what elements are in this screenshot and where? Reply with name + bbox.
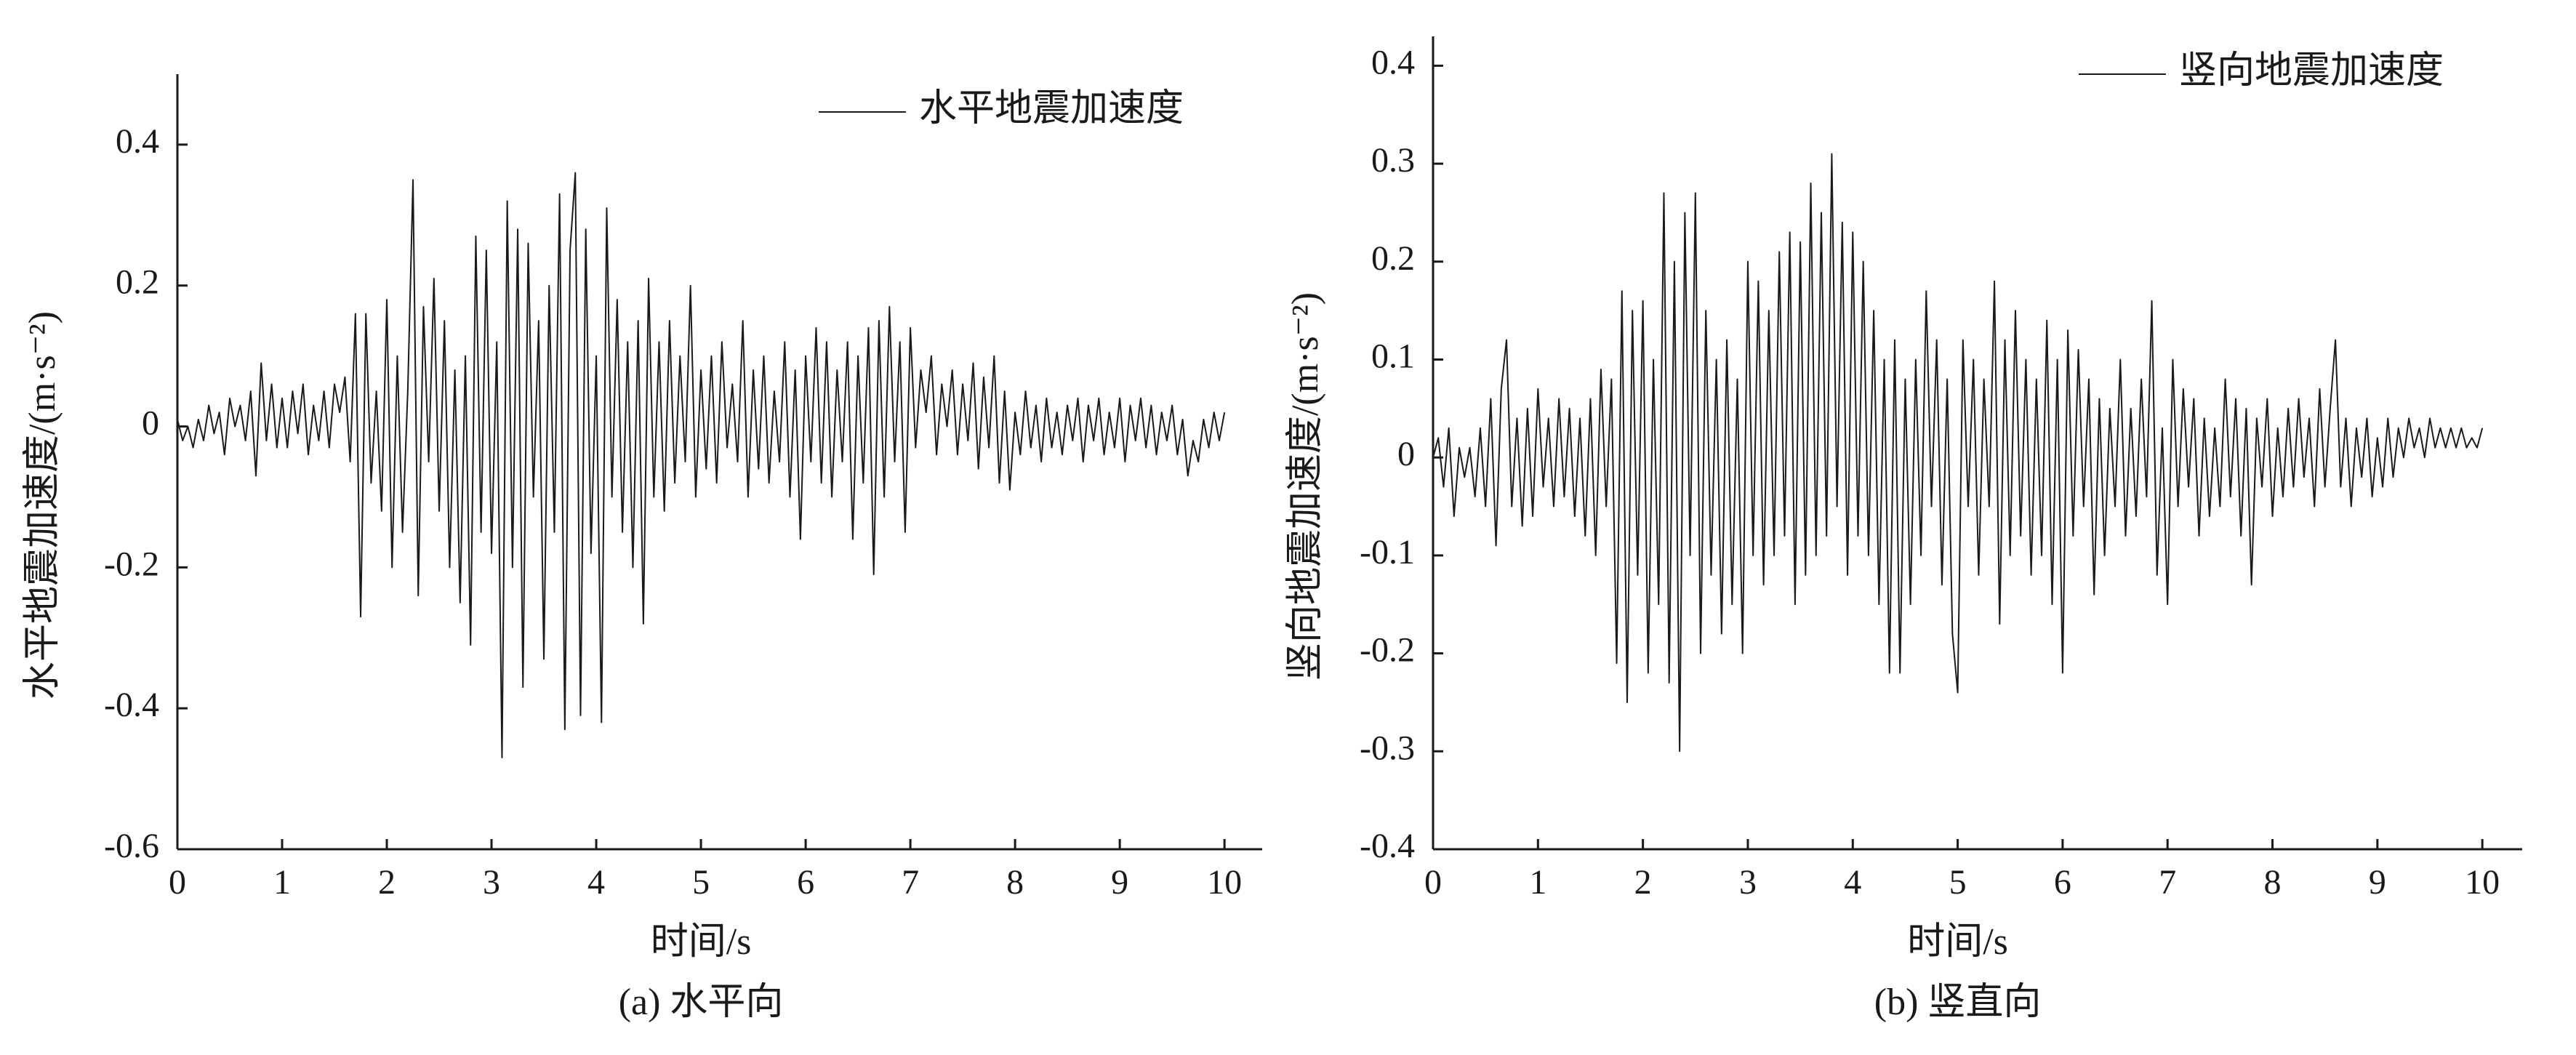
y-tick-label: 0.1	[1371, 337, 1415, 376]
y-tick-label: -0.1	[1360, 533, 1415, 571]
x-tick-label: 5	[1949, 863, 1967, 902]
y-tick-label: -0.6	[104, 827, 159, 865]
y-tick-label: 0.3	[1371, 141, 1415, 180]
x-tick-label: 0	[169, 863, 186, 902]
x-tick-label: 8	[2264, 863, 2282, 902]
legend-label: 竖向地震加速度	[2179, 50, 2444, 92]
y-tick-label: 0.4	[116, 122, 159, 161]
series-line	[1432, 153, 2484, 753]
x-tick-label: 2	[378, 863, 396, 902]
x-tick-label: 10	[2465, 863, 2500, 902]
y-tick-label: -0.2	[1360, 631, 1415, 670]
x-tick-label: 0	[1424, 863, 1442, 902]
y-tick-label: -0.4	[1360, 827, 1415, 865]
x-tick-label: 10	[1207, 863, 1242, 902]
y-tick-label: -0.3	[1360, 729, 1415, 767]
x-axis-label: 时间/s	[651, 921, 752, 963]
x-tick-label: 4	[587, 863, 605, 902]
x-tick-label: 3	[483, 863, 500, 902]
x-tick-label: 3	[1739, 863, 1757, 902]
x-tick-label: 5	[692, 863, 710, 902]
x-tick-label: 9	[2369, 863, 2386, 902]
x-tick-label: 7	[902, 863, 919, 902]
x-tick-label: 7	[2159, 863, 2176, 902]
x-tick-label: 8	[1006, 863, 1024, 902]
caption: (a) 水平向	[619, 982, 784, 1023]
y-tick-label: 0.2	[1371, 239, 1415, 278]
y-tick-label: 0.4	[1371, 43, 1415, 81]
y-tick-label: 0.2	[116, 263, 159, 302]
y-tick-label: 0	[142, 404, 159, 443]
series-line	[177, 172, 1226, 759]
x-tick-label: 6	[2054, 863, 2071, 902]
y-axis-label: 竖向地震加速度/(m·s⁻²)	[1285, 292, 1326, 681]
y-tick-label: -0.4	[104, 686, 159, 724]
x-tick-label: 1	[1529, 863, 1546, 902]
x-tick-label: 4	[1844, 863, 1861, 902]
x-tick-label: 1	[273, 863, 291, 902]
x-tick-label: 2	[1634, 863, 1652, 902]
caption: (b) 竖直向	[1874, 982, 2042, 1023]
x-axis-label: 时间/s	[1907, 921, 2008, 963]
legend-label: 水平地震加速度	[919, 88, 1184, 129]
y-tick-label: 0	[1397, 435, 1415, 473]
y-axis-label: 水平地震加速度/(m·s⁻²)	[22, 311, 63, 699]
x-tick-label: 6	[797, 863, 814, 902]
x-tick-label: 9	[1111, 863, 1128, 902]
y-tick-label: -0.2	[104, 545, 159, 583]
